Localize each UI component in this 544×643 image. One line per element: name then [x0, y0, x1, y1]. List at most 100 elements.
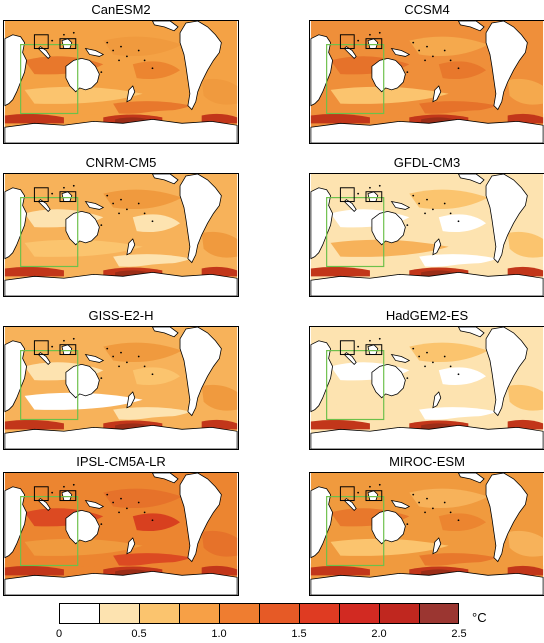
anomaly-patch — [24, 538, 143, 556]
colorbar-segment — [379, 603, 419, 624]
panel-title: CanESM2 — [91, 2, 151, 17]
region-box-black — [59, 490, 77, 502]
land-antarctica — [310, 118, 544, 143]
land-centralamerica — [458, 327, 485, 338]
region-box-black — [59, 191, 77, 203]
sst-map — [309, 173, 544, 297]
anomaly-patch — [24, 86, 143, 104]
region-box-green — [20, 350, 79, 421]
colorbar-tick-label: 2.5 — [451, 628, 467, 640]
land-australia — [65, 363, 100, 399]
land-nz — [432, 85, 442, 103]
anomaly-patch — [438, 61, 487, 80]
panel-hadgem2-es: HadGEM2-ES — [309, 308, 544, 450]
land-australia — [65, 509, 100, 545]
sst-map — [309, 326, 544, 450]
sst-map — [3, 326, 239, 450]
anomaly-patch — [132, 367, 181, 386]
sst-map — [309, 20, 544, 144]
land-antarctica — [4, 424, 238, 449]
land-antarctica — [4, 570, 238, 595]
region-box-black — [59, 38, 77, 50]
colorbar — [59, 603, 459, 624]
panel-title: HadGEM2-ES — [385, 308, 469, 323]
anomaly-patch — [103, 189, 182, 210]
anomaly-patch — [419, 101, 498, 114]
land-centralamerica — [152, 174, 179, 185]
anomaly-patch — [507, 231, 544, 258]
region-box-black — [33, 340, 49, 356]
colorbar-tick-label: 2.0 — [371, 628, 387, 640]
panel-ccsm4: CCSM4 — [309, 2, 544, 144]
panel-title: GFDL-CM3 — [393, 155, 461, 170]
anomaly-patch — [409, 342, 488, 363]
anomaly-patch — [409, 189, 488, 210]
land-newguinea — [390, 47, 411, 57]
colorbar-segment — [99, 603, 139, 624]
land-nz — [432, 391, 442, 409]
colorbar-tick-label: 1.5 — [291, 628, 307, 640]
anomaly-patch — [409, 488, 488, 509]
anomaly-patch — [132, 61, 181, 80]
region-box-black — [59, 344, 77, 356]
colorbar-tick-label: 1.0 — [211, 628, 227, 640]
region-box-black — [365, 490, 383, 502]
anomaly-patch — [438, 367, 487, 386]
land-centralamerica — [458, 473, 485, 484]
colorbar-segment — [219, 603, 259, 624]
land-nz — [126, 391, 136, 409]
land-australia — [65, 57, 100, 93]
region-box-black — [33, 486, 49, 502]
land-centralamerica — [458, 174, 485, 185]
colorbar-tick-label: 0.5 — [131, 628, 147, 640]
land-newguinea — [390, 353, 411, 363]
land-nz — [126, 537, 136, 555]
land-nz — [432, 238, 442, 256]
colorbar-segment — [299, 603, 339, 624]
land-australia — [371, 363, 406, 399]
anomaly-patch — [330, 392, 449, 410]
anomaly-patch — [103, 36, 182, 57]
sst-map — [3, 173, 239, 297]
colorbar-segment — [419, 603, 459, 624]
anomaly-patch — [330, 86, 449, 104]
land-antarctica — [310, 424, 544, 449]
anomaly-patch — [330, 538, 449, 556]
anomaly-patch — [507, 384, 544, 411]
anomaly-patch — [419, 407, 498, 420]
anomaly-patch — [103, 488, 182, 509]
anomaly-patch — [113, 101, 192, 114]
panel-giss-e2-h: GISS-E2-H — [3, 308, 239, 450]
region-box-green — [20, 197, 79, 268]
panel-title: IPSL-CM5A-LR — [76, 454, 166, 469]
land-newguinea — [84, 200, 105, 210]
colorbar-unit: °C — [472, 610, 487, 625]
land-nz — [126, 85, 136, 103]
sst-map — [309, 472, 544, 596]
land-newguinea — [84, 353, 105, 363]
sst-map — [3, 472, 239, 596]
region-box-black — [365, 344, 383, 356]
colorbar-tick-label: 0 — [55, 628, 63, 640]
land-australia — [371, 210, 406, 246]
anomaly-patch — [438, 214, 487, 233]
anomaly-patch — [409, 36, 488, 57]
region-box-black — [339, 187, 355, 203]
anomaly-patch — [24, 239, 143, 257]
sst-map — [3, 20, 239, 144]
region-box-black — [33, 187, 49, 203]
region-box-green — [20, 496, 79, 567]
region-box-black — [339, 340, 355, 356]
land-antarctica — [4, 271, 238, 296]
colorbar-segment — [259, 603, 299, 624]
land-southamerica — [485, 327, 528, 417]
land-southamerica — [179, 21, 222, 111]
panel-title: GISS-E2-H — [88, 308, 154, 323]
land-australia — [371, 509, 406, 545]
region-box-black — [339, 34, 355, 50]
anomaly-patch — [103, 342, 182, 363]
region-box-green — [326, 197, 385, 268]
anomaly-patch — [132, 214, 181, 233]
land-centralamerica — [152, 473, 179, 484]
panel-canesm2: CanESM2 — [3, 2, 239, 144]
